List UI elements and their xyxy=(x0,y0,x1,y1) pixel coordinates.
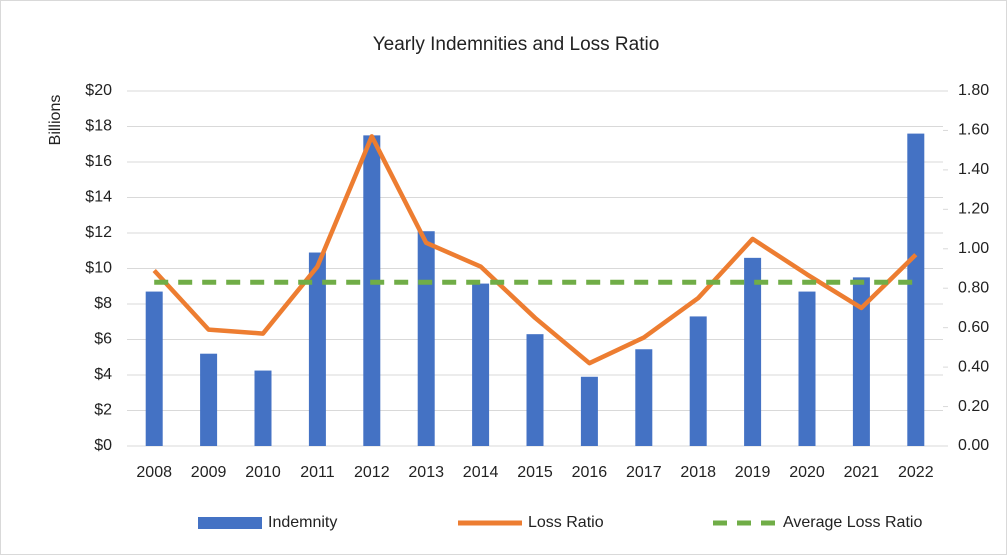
legend-label: Loss Ratio xyxy=(528,514,604,531)
x-tick-label: 2019 xyxy=(735,464,771,481)
bar xyxy=(363,135,381,446)
line xyxy=(152,134,918,366)
y-tick-label: $12 xyxy=(85,224,112,241)
y2-tick-label: 1.20 xyxy=(958,201,989,218)
legend-label: Average Loss Ratio xyxy=(783,514,922,531)
x-tick-label: 2016 xyxy=(572,464,608,481)
y-tick-label: $8 xyxy=(94,295,112,312)
y2-tick-label: 1.40 xyxy=(958,161,989,178)
y2-tick-label: 0.40 xyxy=(958,358,989,375)
bar xyxy=(852,277,870,446)
legend-swatch xyxy=(198,517,262,529)
y2-tick-label: 1.00 xyxy=(958,240,989,257)
x-tick-label: 2018 xyxy=(680,464,716,481)
x-tick-label: 2012 xyxy=(354,464,390,481)
y-tick-label: $10 xyxy=(85,260,112,277)
x-tick-label: 2021 xyxy=(844,464,880,481)
bar xyxy=(526,334,544,446)
x-tick-label: 2008 xyxy=(136,464,172,481)
bar xyxy=(744,257,762,446)
legend-label: Indemnity xyxy=(268,514,337,531)
y-tick-label: $0 xyxy=(94,437,112,454)
x-tick-label: 2020 xyxy=(789,464,825,481)
bar xyxy=(308,252,326,446)
bar xyxy=(254,370,272,446)
y-tick-label: $2 xyxy=(94,402,112,419)
y-tick-label: $14 xyxy=(85,189,112,206)
x-tick-label: 2017 xyxy=(626,464,662,481)
y-tick-label: $4 xyxy=(94,366,112,383)
bar xyxy=(417,231,435,446)
y2-tick-label: 1.60 xyxy=(958,122,989,139)
bar xyxy=(635,349,653,446)
y2-tick-label: 0.20 xyxy=(958,398,989,415)
x-tick-label: 2015 xyxy=(517,464,553,481)
y2-tick-label: 0.60 xyxy=(958,319,989,336)
y-tick-label: $16 xyxy=(85,153,112,170)
y-tick-label: $20 xyxy=(85,82,112,99)
bar xyxy=(907,133,925,446)
bar xyxy=(472,283,490,446)
y-axis-label: Billions xyxy=(47,95,64,146)
bar xyxy=(798,291,816,446)
x-tick-label: 2011 xyxy=(300,464,335,481)
y2-tick-label: 0.00 xyxy=(958,437,989,454)
y2-tick-label: 1.80 xyxy=(958,82,989,99)
bar xyxy=(580,376,598,446)
x-tick-label: 2014 xyxy=(463,464,499,481)
y2-tick-label: 0.80 xyxy=(958,279,989,296)
x-tick-label: 2022 xyxy=(898,464,934,481)
y-tick-label: $6 xyxy=(94,331,112,348)
x-tick-label: 2009 xyxy=(191,464,227,481)
chart-title: Yearly Indemnities and Loss Ratio xyxy=(373,34,660,55)
y-tick-label: $18 xyxy=(85,118,112,135)
bar xyxy=(689,316,707,446)
x-tick-label: 2013 xyxy=(408,464,444,481)
bar xyxy=(145,291,163,446)
bar xyxy=(200,353,218,446)
x-tick-label: 2010 xyxy=(245,464,281,481)
